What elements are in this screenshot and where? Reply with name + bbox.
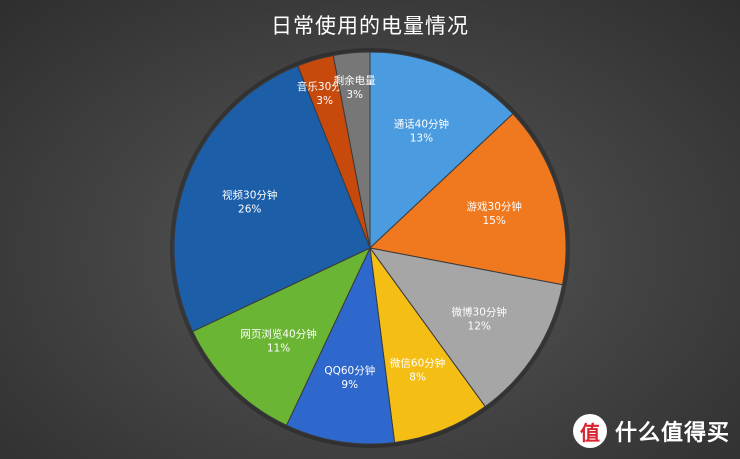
- pie-slice: [369, 51, 514, 250]
- pie-slice: [332, 51, 371, 249]
- slice-label: QQ60分钟: [324, 364, 375, 377]
- slice-value-label: 13%: [410, 132, 433, 144]
- slice-label: 视频30分钟: [222, 188, 277, 201]
- slice-label: 微信60分钟: [390, 356, 445, 369]
- smzdm-logo-icon: 值: [572, 414, 607, 448]
- watermark-text: 什么值得买: [614, 421, 730, 446]
- chart-title: 日常使用的电量情况: [271, 14, 469, 38]
- pie-slice: [191, 246, 372, 427]
- slice-value-label: 26%: [238, 203, 261, 215]
- slice-value-label: 3%: [346, 89, 363, 101]
- watermark: 值 什么值得买: [572, 413, 730, 449]
- slice-value-label: 12%: [468, 320, 491, 332]
- pie-slice: [173, 65, 371, 333]
- slice-value-label: 15%: [483, 215, 506, 227]
- slice-value-label: 8%: [409, 371, 426, 383]
- slice-value-label: 9%: [341, 379, 358, 391]
- slice-label: 微博30分钟: [452, 305, 507, 318]
- slice-label: 通话40分钟: [394, 117, 449, 130]
- pie-slice: [368, 247, 564, 408]
- slice-label: 网页浏览40分钟: [240, 327, 316, 340]
- slice-value-label: 3%: [316, 95, 333, 107]
- pie-slice: [285, 246, 396, 445]
- pie-slice: [368, 113, 567, 286]
- slice-label: 游戏30分钟: [467, 200, 522, 213]
- pie-slice: [369, 247, 486, 444]
- slice-label: 剩余电量: [334, 74, 376, 87]
- slice-value-label: 11%: [267, 342, 290, 354]
